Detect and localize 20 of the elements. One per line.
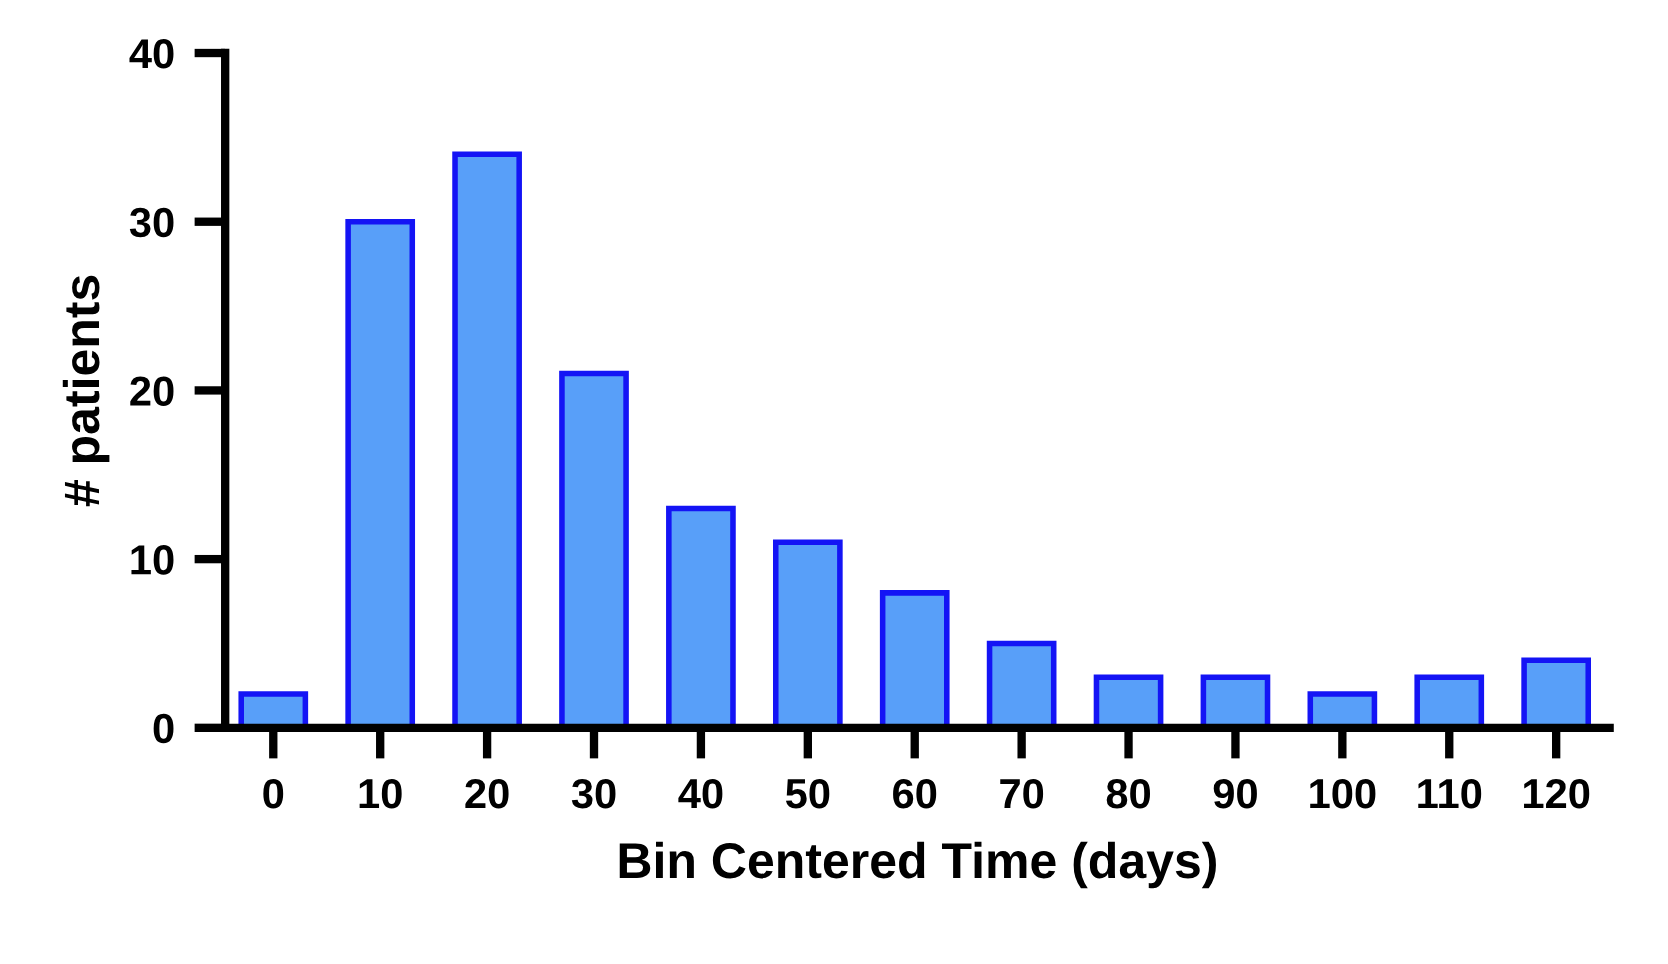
x-tick-label: 10 — [359, 778, 402, 809]
y-tick-label: 10 — [131, 545, 174, 575]
y-axis-title: # patients — [62, 275, 110, 507]
x-tick-label: 80 — [1106, 778, 1151, 809]
y-tick-label: 40 — [129, 39, 174, 69]
y-tick-label: 20 — [130, 376, 174, 406]
x-tick-label: 110 — [1418, 778, 1482, 809]
x-tick-label: 0 — [263, 778, 284, 809]
x-tick-label: 40 — [678, 778, 723, 809]
x-tick-label: 120 — [1524, 778, 1590, 809]
x-tick-label: 20 — [465, 778, 509, 809]
x-tick-label: 60 — [893, 778, 937, 809]
y-tick-label: 30 — [129, 207, 174, 238]
x-tick-label: 70 — [1000, 778, 1044, 809]
x-tick-label: 100 — [1310, 778, 1376, 809]
x-tick-label: 90 — [1213, 778, 1257, 809]
x-tick-label: 50 — [785, 778, 830, 809]
x-axis-title: Bin Centered Time (days) — [619, 841, 1216, 889]
y-tick-label: 0 — [153, 713, 174, 744]
x-tick-label: 30 — [571, 778, 616, 809]
